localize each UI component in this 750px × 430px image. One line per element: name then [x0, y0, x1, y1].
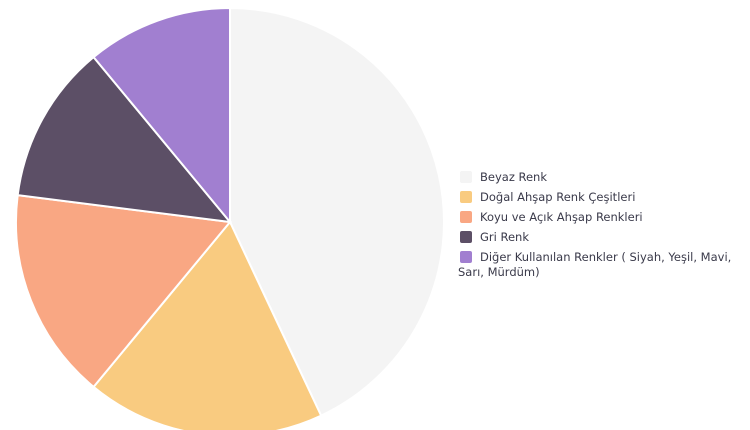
legend-swatch-3 — [460, 231, 472, 243]
pie-slice-0[interactable] — [229, 6, 445, 417]
legend-item-3[interactable]: Gri Renk — [458, 230, 738, 245]
pie-slice-1[interactable] — [92, 220, 323, 430]
legend-swatch-1 — [460, 191, 472, 203]
legend-swatch-2 — [460, 211, 472, 223]
legend-label-1: Doğal Ahşap Renk Çeşitleri — [480, 190, 636, 204]
legend-item-2[interactable]: Koyu ve Açık Ahşap Renkleri — [458, 210, 738, 225]
legend-swatch-0 — [460, 171, 472, 183]
legend-swatch-4 — [460, 251, 472, 263]
legend-label-3: Gri Renk — [480, 230, 529, 244]
chart-legend: Beyaz Renk Doğal Ahşap Renk Çeşitleri Ko… — [458, 170, 738, 285]
legend-item-0[interactable]: Beyaz Renk — [458, 170, 738, 185]
pie-slice-3[interactable] — [16, 55, 233, 224]
pie-slice-4[interactable] — [92, 6, 231, 225]
legend-item-1[interactable]: Doğal Ahşap Renk Çeşitleri — [458, 190, 738, 205]
legend-label-0: Beyaz Renk — [480, 170, 548, 184]
legend-label-4: Diğer Kullanılan Renkler ( Siyah, Yeşil,… — [458, 250, 732, 279]
legend-label-2: Koyu ve Açık Ahşap Renkleri — [480, 210, 643, 224]
pie-slice-2[interactable] — [15, 194, 232, 389]
legend-item-4[interactable]: Diğer Kullanılan Renkler ( Siyah, Yeşil,… — [458, 250, 738, 280]
